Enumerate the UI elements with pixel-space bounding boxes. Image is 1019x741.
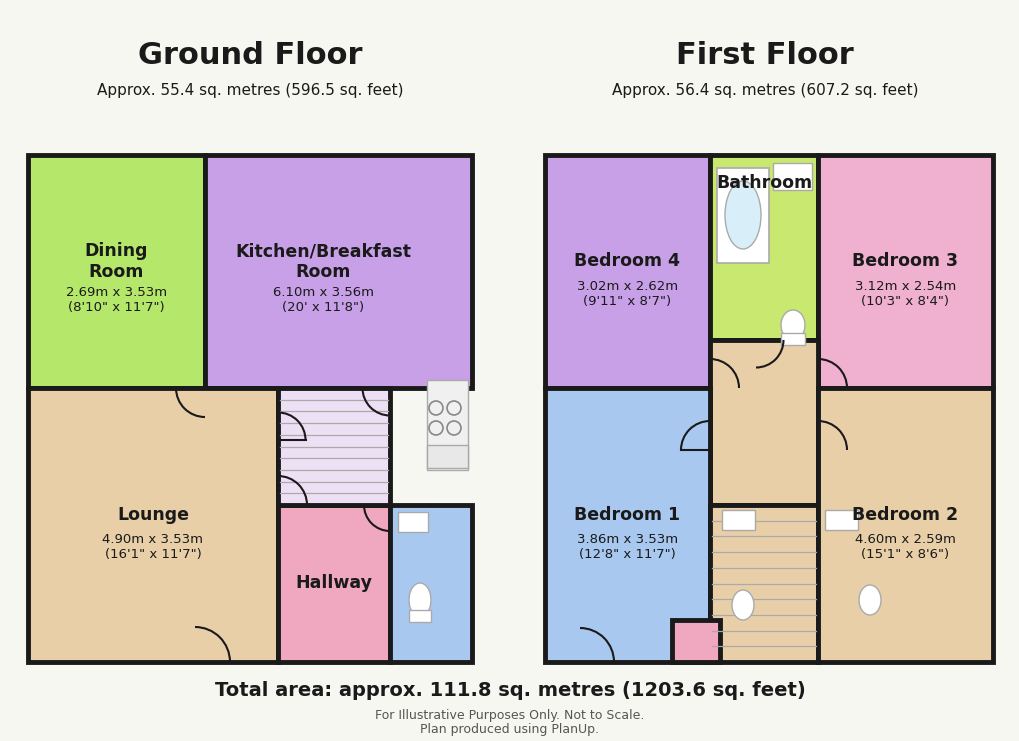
Text: Total area: approx. 111.8 sq. metres (1203.6 sq. feet): Total area: approx. 111.8 sq. metres (12… xyxy=(214,680,805,700)
Text: Bedroom 3: Bedroom 3 xyxy=(852,253,958,270)
Text: Lounge: Lounge xyxy=(117,506,189,524)
Text: First Floor: First Floor xyxy=(676,41,853,70)
Text: 3.86m x 3.53m
(12'8" x 11'7"): 3.86m x 3.53m (12'8" x 11'7") xyxy=(577,533,678,561)
Bar xyxy=(427,380,468,470)
Bar xyxy=(544,155,709,388)
Text: Bedroom 2: Bedroom 2 xyxy=(852,506,958,524)
Bar xyxy=(709,155,817,340)
Bar xyxy=(205,155,472,388)
Text: Dining
Room: Dining Room xyxy=(85,242,148,281)
Bar xyxy=(544,388,709,662)
Text: 6.10m x 3.56m
(20' x 11'8"): 6.10m x 3.56m (20' x 11'8") xyxy=(273,285,374,313)
Text: 4.60m x 2.59m
(15'1" x 8'6"): 4.60m x 2.59m (15'1" x 8'6") xyxy=(854,533,955,561)
Text: Hallway: Hallway xyxy=(296,574,372,593)
Text: Bedroom 4: Bedroom 4 xyxy=(574,253,680,270)
Bar xyxy=(28,388,278,662)
Bar xyxy=(721,510,754,530)
Bar xyxy=(389,505,472,662)
Text: For Illustrative Purposes Only. Not to Scale.: For Illustrative Purposes Only. Not to S… xyxy=(375,708,644,722)
Bar xyxy=(427,445,468,468)
Text: Kitchen/Breakfast
Room: Kitchen/Breakfast Room xyxy=(235,242,411,281)
Bar xyxy=(278,388,389,505)
Ellipse shape xyxy=(732,590,753,620)
Bar xyxy=(709,505,817,662)
Ellipse shape xyxy=(725,181,760,249)
Text: 3.12m x 2.54m
(10'3" x 8'4"): 3.12m x 2.54m (10'3" x 8'4") xyxy=(854,279,955,308)
Bar xyxy=(709,340,817,505)
Bar xyxy=(278,505,389,662)
Bar xyxy=(28,155,205,388)
Text: Bathroom: Bathroom xyxy=(715,174,811,192)
Bar xyxy=(397,512,428,532)
Bar xyxy=(817,388,993,662)
Text: 4.90m x 3.53m
(16'1" x 11'7"): 4.90m x 3.53m (16'1" x 11'7") xyxy=(102,533,204,561)
Bar xyxy=(772,163,811,190)
Ellipse shape xyxy=(409,583,431,617)
Text: Bedroom 1: Bedroom 1 xyxy=(574,506,680,524)
Ellipse shape xyxy=(781,310,804,340)
Bar xyxy=(716,168,768,263)
Bar xyxy=(409,610,431,622)
Text: 3.02m x 2.62m
(9'11" x 8'7"): 3.02m x 2.62m (9'11" x 8'7") xyxy=(577,279,678,308)
Bar xyxy=(781,333,804,345)
Text: Approx. 56.4 sq. metres (607.2 sq. feet): Approx. 56.4 sq. metres (607.2 sq. feet) xyxy=(611,82,917,98)
Text: Plan produced using PlanUp.: Plan produced using PlanUp. xyxy=(420,723,599,737)
Bar xyxy=(824,510,857,530)
Text: 2.69m x 3.53m
(8'10" x 11'7"): 2.69m x 3.53m (8'10" x 11'7") xyxy=(66,285,167,313)
Ellipse shape xyxy=(858,585,880,615)
Bar xyxy=(672,620,719,662)
Bar xyxy=(817,155,993,388)
Text: Approx. 55.4 sq. metres (596.5 sq. feet): Approx. 55.4 sq. metres (596.5 sq. feet) xyxy=(97,82,403,98)
Text: Ground Floor: Ground Floor xyxy=(138,41,362,70)
